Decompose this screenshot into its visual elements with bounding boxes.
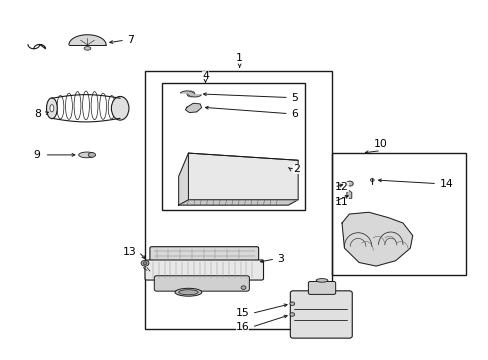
Polygon shape [346,190,351,198]
Ellipse shape [88,153,95,157]
Ellipse shape [241,286,245,289]
FancyBboxPatch shape [150,247,258,264]
Bar [144,71,331,329]
FancyBboxPatch shape [154,276,249,291]
Text: 16: 16 [235,322,249,332]
Text: 13: 13 [122,247,136,257]
Text: 5: 5 [291,93,298,103]
Polygon shape [349,238,365,246]
Text: 14: 14 [439,179,452,189]
Ellipse shape [289,302,294,306]
Ellipse shape [143,262,147,265]
Polygon shape [178,200,298,205]
Text: 7: 7 [127,35,134,45]
Ellipse shape [84,46,91,50]
Text: 9: 9 [34,150,41,160]
Polygon shape [378,232,402,244]
Ellipse shape [369,179,373,181]
Ellipse shape [141,260,149,266]
Polygon shape [341,212,412,266]
Ellipse shape [79,152,95,158]
Text: 11: 11 [334,197,348,207]
Text: 3: 3 [277,254,284,264]
Text: 4: 4 [202,71,208,81]
Ellipse shape [186,91,194,97]
Ellipse shape [191,107,197,110]
FancyBboxPatch shape [145,260,263,280]
Polygon shape [178,153,188,205]
Ellipse shape [178,290,198,295]
Text: 10: 10 [373,139,387,149]
Bar [331,153,466,275]
Polygon shape [185,103,201,113]
Ellipse shape [346,181,352,186]
Text: 12: 12 [334,182,348,192]
Ellipse shape [111,96,129,120]
Ellipse shape [316,279,327,282]
Ellipse shape [175,288,202,296]
Polygon shape [384,238,396,244]
Ellipse shape [50,105,54,112]
FancyBboxPatch shape [290,291,351,338]
Polygon shape [180,91,193,93]
Polygon shape [344,233,371,246]
Polygon shape [69,35,106,45]
Ellipse shape [46,98,57,119]
Text: 1: 1 [236,53,243,63]
Text: 6: 6 [291,109,298,119]
Polygon shape [188,153,298,200]
Polygon shape [188,95,201,97]
Bar [161,83,305,211]
Text: 15: 15 [235,309,249,318]
Text: 8: 8 [34,109,41,119]
FancyBboxPatch shape [308,282,335,294]
Ellipse shape [289,313,294,316]
Text: 2: 2 [293,164,300,174]
